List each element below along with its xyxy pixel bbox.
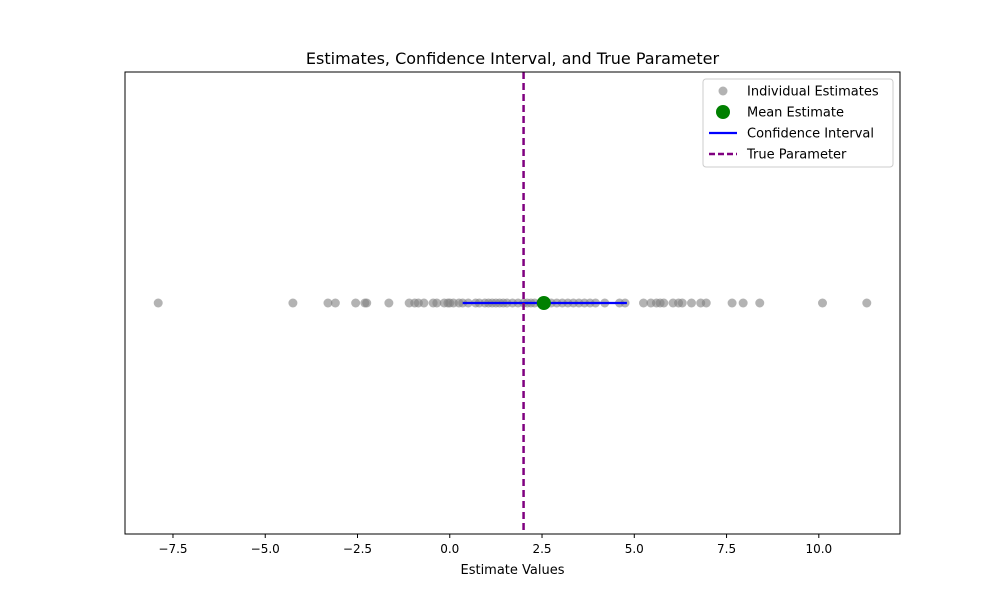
x-axis: −7.5 −5.0 −2.5 0.0 2.5 5.0 7.5 10.0	[158, 534, 832, 556]
individual-estimate-point	[330, 298, 340, 308]
plot-frame	[124, 71, 901, 535]
individual-estimate-point	[727, 298, 737, 308]
legend-label-confidence-interval: Confidence Interval	[747, 127, 874, 142]
legend-marker-individual-estimates	[718, 86, 728, 96]
legend-marker-mean-estimate	[716, 105, 730, 119]
individual-estimate-point	[153, 298, 163, 308]
legend-box	[702, 78, 894, 168]
plot-marks	[153, 72, 872, 534]
individual-estimate-point	[323, 298, 333, 308]
individual-estimate-point	[419, 298, 429, 308]
individual-estimate-point	[432, 298, 442, 308]
individual-estimate-point	[677, 298, 687, 308]
individual-estimate-point	[818, 298, 827, 308]
individual-estimate-point	[862, 298, 872, 308]
individual-estimate-point	[738, 298, 748, 308]
chart-title: Estimates, Confidence Interval, and True…	[306, 49, 720, 68]
individual-estimate-point	[659, 298, 669, 308]
legend-label-individual-estimates: Individual Estimates	[747, 85, 879, 100]
individual-estimate-point	[351, 298, 361, 308]
x-tick-label: 5.0	[625, 542, 644, 556]
individual-estimate-point	[639, 298, 649, 308]
individual-estimate-point	[701, 298, 711, 308]
individual-estimate-point	[362, 298, 372, 308]
x-tick-label: 7.5	[717, 542, 736, 556]
individual-estimate-point	[755, 298, 765, 308]
individual-estimate-point	[686, 298, 696, 308]
x-tick-label: −5.0	[251, 542, 280, 556]
x-axis-label: Estimate Values	[460, 563, 564, 578]
individual-estimate-point	[384, 298, 394, 308]
legend-label-true-parameter: True Parameter	[746, 148, 847, 163]
legend-label-mean-estimate: Mean Estimate	[747, 106, 844, 121]
x-tick-label: 0.0	[440, 542, 459, 556]
individual-estimate-point	[288, 298, 298, 308]
x-tick-label: 2.5	[532, 542, 551, 556]
x-tick-label: 10.0	[805, 542, 832, 556]
mean-estimate-point	[536, 296, 551, 310]
x-tick-label: −2.5	[343, 542, 372, 556]
legend: Individual Estimates Mean Estimate Confide…	[702, 78, 894, 168]
x-tick-label: −7.5	[158, 542, 187, 556]
